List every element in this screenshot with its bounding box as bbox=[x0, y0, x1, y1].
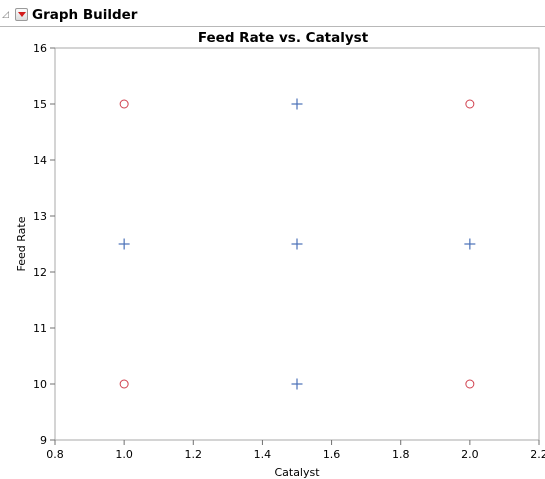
outline-title: Graph Builder bbox=[32, 7, 138, 23]
data-point-plus bbox=[291, 238, 303, 250]
x-tick-label: 2.2 bbox=[530, 448, 545, 461]
data-point-circle bbox=[465, 99, 475, 109]
red-triangle-menu-button[interactable] bbox=[15, 8, 28, 21]
x-tick-label: 1.8 bbox=[392, 448, 410, 461]
y-tick-label: 9 bbox=[40, 434, 47, 447]
data-point-plus bbox=[118, 238, 130, 250]
y-tick-label: 12 bbox=[33, 266, 47, 279]
y-tick-label: 11 bbox=[33, 322, 47, 335]
y-tick-label: 14 bbox=[33, 154, 47, 167]
x-axis-label: Catalyst bbox=[274, 466, 320, 479]
x-tick-label: 1.0 bbox=[115, 448, 133, 461]
y-tick-label: 10 bbox=[33, 378, 47, 391]
data-point-plus bbox=[464, 238, 476, 250]
chart-title: Feed Rate vs. Catalyst bbox=[198, 30, 369, 46]
x-tick-label: 1.6 bbox=[323, 448, 341, 461]
y-tick-label: 16 bbox=[33, 42, 47, 55]
data-point-circle bbox=[119, 99, 129, 109]
data-point-circle bbox=[465, 379, 475, 389]
data-point-plus bbox=[291, 378, 303, 390]
x-tick-label: 2.0 bbox=[461, 448, 479, 461]
graph-builder-outline-header: ◿ Graph Builder bbox=[0, 5, 545, 27]
y-tick-label: 13 bbox=[33, 210, 47, 223]
x-tick-label: 1.2 bbox=[185, 448, 203, 461]
y-axis-label: Feed Rate bbox=[15, 216, 28, 271]
y-tick-label: 15 bbox=[33, 98, 47, 111]
x-axis: 0.8 1.0 1.2 1.4 1.6 1.8 2.0 2.2 bbox=[46, 440, 545, 461]
y-axis: 9 10 11 12 13 14 15 16 bbox=[33, 42, 55, 447]
red-triangle-icon bbox=[18, 12, 26, 17]
disclosure-triangle-icon[interactable]: ◿ bbox=[2, 10, 9, 20]
x-tick-label: 0.8 bbox=[46, 448, 64, 461]
x-tick-label: 1.4 bbox=[254, 448, 272, 461]
data-point-plus bbox=[291, 98, 303, 110]
header-divider bbox=[0, 26, 545, 27]
data-point-circle bbox=[119, 379, 129, 389]
data-points bbox=[118, 98, 476, 390]
